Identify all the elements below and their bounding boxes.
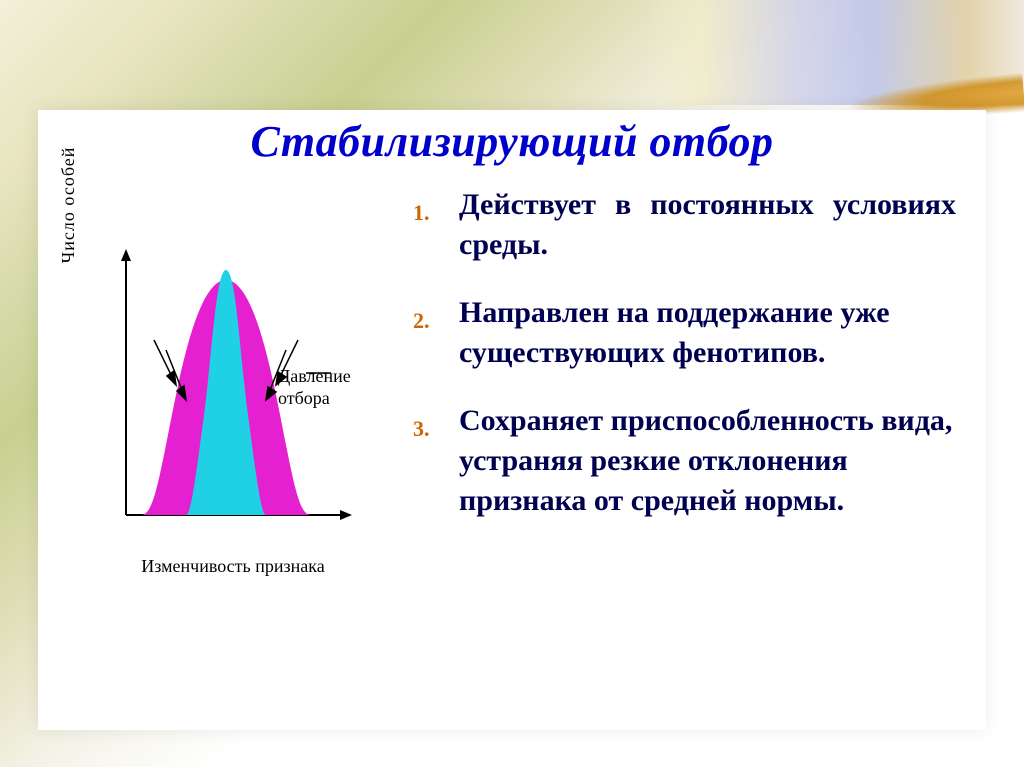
content-row: Число особей [38,185,986,585]
chart-box: Число особей [68,245,368,585]
list-column: Действует в постоянных условиях среды. Н… [388,185,956,585]
y-axis-label: Число особей [58,125,79,285]
points-list: Действует в постоянных условиях среды. Н… [413,185,956,521]
list-item: Действует в постоянных условиях среды. [413,185,956,265]
list-item: Сохраняет приспособленность вида, устран… [413,401,956,521]
slide-title: Стабилизирующий отбор [38,110,986,185]
x-axis-label: Изменчивость признака [108,556,358,577]
list-item: Направлен на поддержание уже существующи… [413,293,956,373]
pressure-arrows-left [154,340,186,400]
figure-column: Число особей [48,185,388,585]
pressure-label: Давление отбора [278,365,368,409]
slide-frame: Стабилизирующий отбор Число особей [38,110,986,730]
